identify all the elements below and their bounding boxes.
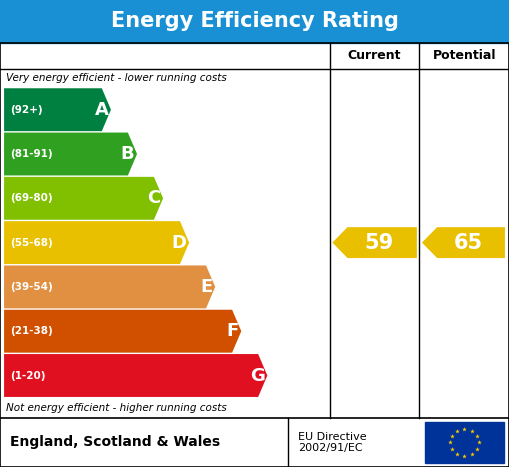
Text: 59: 59 [364,233,394,253]
Bar [0,418,509,467]
Polygon shape [4,310,241,353]
Text: B: B [121,145,134,163]
Polygon shape [4,177,163,220]
Polygon shape [422,227,505,258]
Text: Not energy efficient - higher running costs: Not energy efficient - higher running co… [6,403,227,413]
Polygon shape [4,265,215,308]
Text: A: A [95,101,108,119]
Text: England, Scotland & Wales: England, Scotland & Wales [10,436,220,449]
Text: (92+): (92+) [10,105,43,115]
Text: (55-68): (55-68) [10,238,53,248]
Bar [425,422,504,463]
Text: Potential: Potential [433,50,496,62]
Text: G: G [250,367,265,384]
Polygon shape [332,227,417,258]
Text: (1-20): (1-20) [10,370,46,381]
Text: E: E [201,278,213,296]
Text: Very energy efficient - lower running costs: Very energy efficient - lower running co… [6,73,227,84]
Polygon shape [4,354,267,397]
Text: F: F [227,322,239,340]
Text: (21-38): (21-38) [10,326,53,336]
Text: D: D [172,234,187,252]
Polygon shape [4,221,189,264]
Bar [0,0,509,43]
Text: Current: Current [348,50,402,62]
Text: (39-54): (39-54) [10,282,53,292]
Text: EU Directive
2002/91/EC: EU Directive 2002/91/EC [298,432,366,453]
Text: 65: 65 [454,233,483,253]
Polygon shape [4,133,137,176]
Text: (69-80): (69-80) [10,193,53,203]
Text: Energy Efficiency Rating: Energy Efficiency Rating [110,12,399,31]
Text: (81-91): (81-91) [10,149,53,159]
Text: C: C [147,189,160,207]
Polygon shape [4,88,111,131]
